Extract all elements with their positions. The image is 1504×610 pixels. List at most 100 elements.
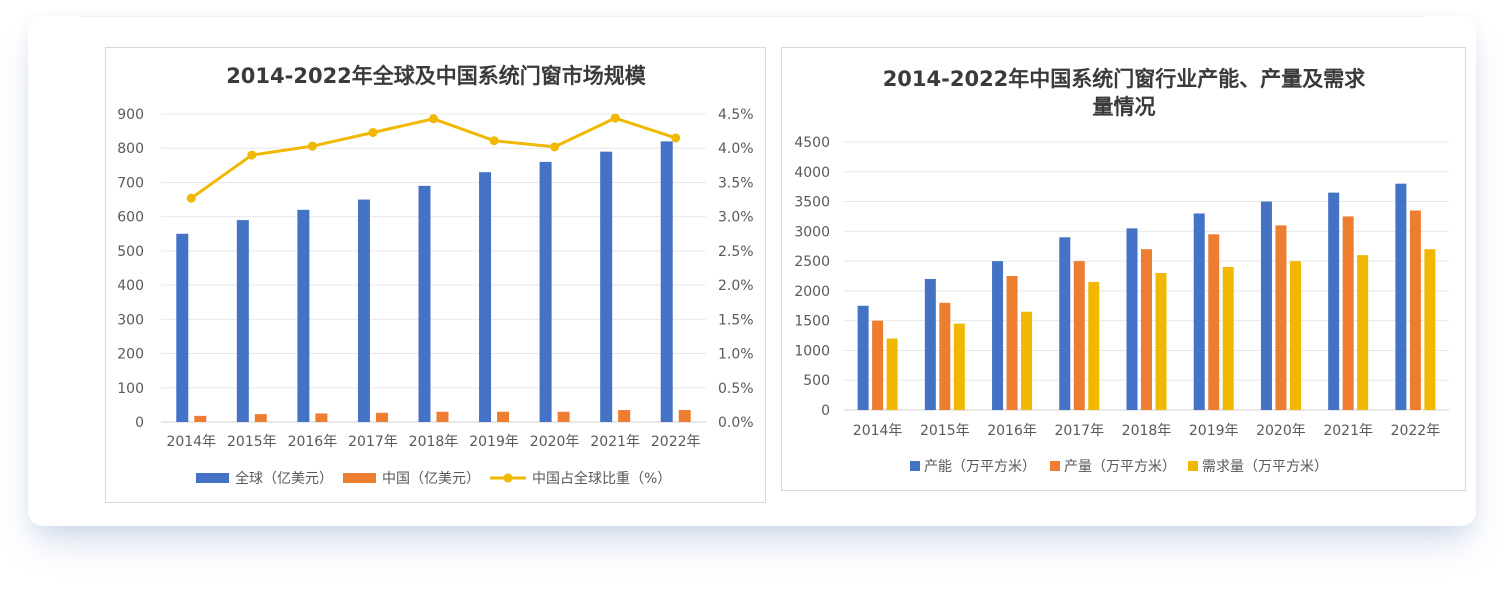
x-tick-label: 2020年 — [1256, 423, 1306, 439]
y-tick-label: 500 — [803, 373, 830, 389]
bar-china — [497, 411, 510, 422]
bar-global — [600, 151, 613, 422]
y2-tick-label: 3.5% — [718, 175, 754, 191]
y2-tick-label: 3.0% — [718, 210, 754, 226]
y-tick-label: 500 — [117, 244, 144, 260]
legend-label: 中国（亿美元） — [382, 471, 480, 487]
y-tick-label: 900 — [117, 107, 144, 123]
chart-global-market: 2014-2022年全球及中国系统门窗市场规模 0 100 200 300 400 500… — [117, 64, 754, 487]
y-tick-label: 200 — [117, 347, 144, 363]
legend-label: 产能（万平方米） — [924, 459, 1036, 475]
y-tick-label: 1500 — [794, 314, 830, 330]
x-tick-label: 2022年 — [651, 434, 701, 450]
legend-swatch-marker — [503, 473, 513, 483]
y-tick-label: 600 — [117, 210, 144, 226]
bar-output — [1073, 261, 1085, 410]
bar-china — [254, 414, 267, 422]
y-tick-label: 0 — [821, 403, 830, 419]
line-point — [247, 150, 257, 160]
x-tick-label: 2017年 — [1054, 423, 1104, 439]
y-tick-label: 4000 — [794, 165, 830, 181]
chart-title-line-1: 2014-2022年中国系统门窗行业产能、产量及需求 — [883, 67, 1366, 91]
y-tick-label: 3000 — [794, 224, 830, 240]
x-tick-label: 2021年 — [590, 434, 640, 450]
bar-output — [1208, 234, 1220, 410]
line-point — [429, 114, 438, 124]
line-point — [671, 133, 681, 143]
y2-tick-label: 4.5% — [718, 107, 754, 123]
bar-global — [236, 220, 249, 422]
legend-swatch — [1188, 461, 1198, 471]
bar-output — [1141, 249, 1152, 410]
bar-capacity — [924, 278, 936, 410]
x-tick-label: 2014年 — [166, 434, 216, 450]
x-tick-label: 2015年 — [227, 434, 277, 450]
chart-panel-global-market: 2014-2022年全球及中国系统门窗市场规模 0 100 200 300 400 500… — [105, 47, 766, 503]
bar-capacity — [1328, 192, 1340, 410]
bar-global — [176, 233, 189, 422]
y2-tick-label: 4.0% — [718, 141, 754, 157]
y2-tick-label: 2.5% — [718, 244, 754, 260]
y2-tick-label: 1.0% — [718, 347, 754, 363]
chart-panel-capacity: 2014-2022年中国系统门窗行业产能、产量及需求 量情况 0 500 1000 1… — [781, 47, 1466, 491]
bar-output — [1275, 225, 1287, 410]
bar-output — [872, 320, 884, 410]
x-tick-label: 2022年 — [1391, 423, 1441, 439]
line-point — [610, 113, 620, 123]
bar-china — [194, 415, 207, 422]
y-tick-label: 400 — [117, 278, 144, 294]
bar-china — [678, 410, 691, 422]
y2-tick-label: 2.0% — [718, 278, 754, 294]
bar-china — [557, 411, 570, 422]
x-tick-label: 2018年 — [1122, 423, 1172, 439]
bar-global — [418, 185, 431, 422]
y-tick-label: 4500 — [794, 135, 830, 151]
y-tick-label: 300 — [117, 312, 144, 328]
bar-output — [939, 302, 951, 410]
bar-china — [436, 411, 449, 422]
bar-china — [375, 412, 388, 422]
chart-title: 2014-2022年全球及中国系统门窗市场规模 — [226, 64, 647, 88]
legend-swatch — [196, 473, 229, 483]
bar-output — [1409, 210, 1421, 410]
bar-demand — [1088, 281, 1100, 410]
y-tick-label: 2500 — [794, 254, 830, 270]
bar-demand — [1021, 311, 1033, 410]
bar-demand — [1357, 255, 1369, 410]
bar-capacity — [1193, 213, 1205, 410]
bar-demand — [1424, 249, 1436, 410]
x-tick-label: 2017年 — [348, 434, 398, 450]
bar-global — [479, 172, 492, 422]
line-point — [368, 127, 378, 137]
bar-capacity — [1260, 201, 1272, 410]
bar-capacity — [857, 305, 869, 410]
top-divider — [80, 16, 1424, 17]
legend-label: 全球（亿美元） — [235, 470, 333, 487]
x-tick-label: 2016年 — [288, 434, 338, 450]
bar-demand — [1289, 261, 1301, 410]
x-tick-label: 2019年 — [1189, 423, 1239, 439]
bar-demand — [953, 323, 965, 410]
bar-output — [1006, 276, 1018, 410]
line-point — [186, 193, 196, 203]
chart-title-line-2: 量情况 — [1093, 95, 1156, 119]
y-tick-label: 700 — [117, 175, 144, 191]
x-tick-label: 2018年 — [409, 434, 459, 450]
x-tick-label: 2015年 — [920, 423, 970, 439]
legend-swatch — [1050, 461, 1060, 471]
bar-global — [660, 141, 673, 422]
y-tick-label: 0 — [135, 415, 144, 431]
x-tick-label: 2014年 — [853, 423, 903, 439]
bar-capacity — [1395, 183, 1407, 410]
legend-label: 中国占全球比重（%） — [532, 470, 671, 487]
bar-capacity — [1126, 228, 1138, 410]
bar-output — [1342, 216, 1354, 410]
bar-global — [297, 209, 310, 422]
x-tick-label: 2016年 — [987, 423, 1037, 439]
y2-tick-label: 0.0% — [718, 415, 754, 431]
bar-demand — [1155, 273, 1167, 410]
legend-label: 产量（万平方米） — [1064, 459, 1176, 475]
bar-global — [539, 161, 552, 422]
x-tick-label: 2020年 — [530, 434, 580, 450]
line-point — [550, 142, 560, 152]
